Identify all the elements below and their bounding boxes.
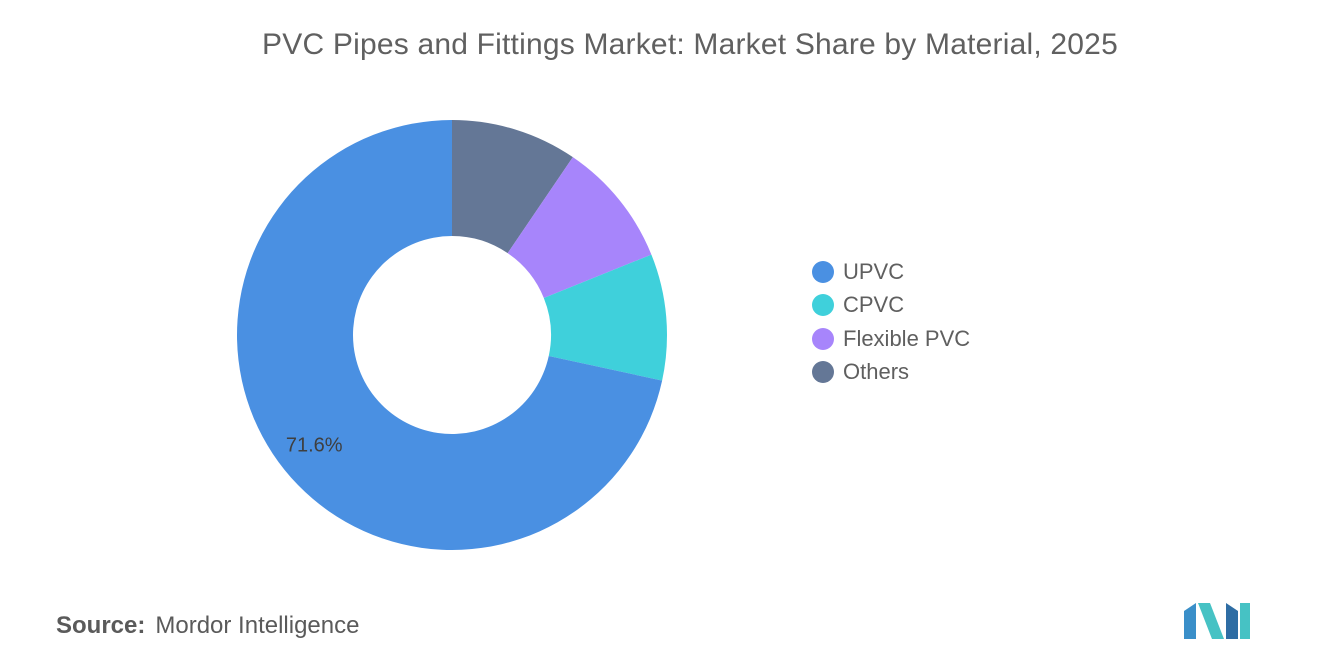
legend: UPVC CPVC Flexible PVC Others <box>812 255 970 389</box>
source-note: Source: Mordor Intelligence <box>56 612 359 640</box>
slice-others <box>452 120 573 254</box>
slice-cpvc <box>543 254 667 381</box>
mordor-intelligence-logo <box>1184 603 1250 639</box>
legend-label: Others <box>843 359 910 385</box>
data-label-upvc: 71.6% <box>286 434 343 456</box>
legend-label: CPVC <box>843 292 905 318</box>
logo-shape-mid <box>1198 603 1224 639</box>
legend-item-cpvc: CPVC <box>812 289 970 323</box>
data-labels: 71.6% <box>286 434 343 456</box>
legend-label: Flexible PVC <box>843 325 971 351</box>
slice-upvc <box>237 120 663 550</box>
legend-item-others: Others <box>812 356 970 390</box>
legend-label: UPVC <box>843 258 905 284</box>
legend-item-flexible-pvc: Flexible PVC <box>812 322 970 356</box>
logo-shape-right <box>1226 603 1238 639</box>
donut-slices <box>237 120 667 550</box>
logo-shape-accent <box>1240 603 1250 639</box>
chart-title: PVC Pipes and Fittings Market: Market Sh… <box>262 28 1118 61</box>
logo-shape-left <box>1184 603 1196 639</box>
source-label: Source: <box>56 612 146 639</box>
source-name: Mordor Intelligence <box>155 612 360 639</box>
slice-flexible-pvc <box>507 157 652 298</box>
legend-swatch <box>812 294 834 317</box>
legend-swatch <box>812 260 834 283</box>
legend-swatch <box>812 361 834 384</box>
legend-swatch <box>812 327 834 350</box>
legend-item-upvc: UPVC <box>812 255 970 289</box>
